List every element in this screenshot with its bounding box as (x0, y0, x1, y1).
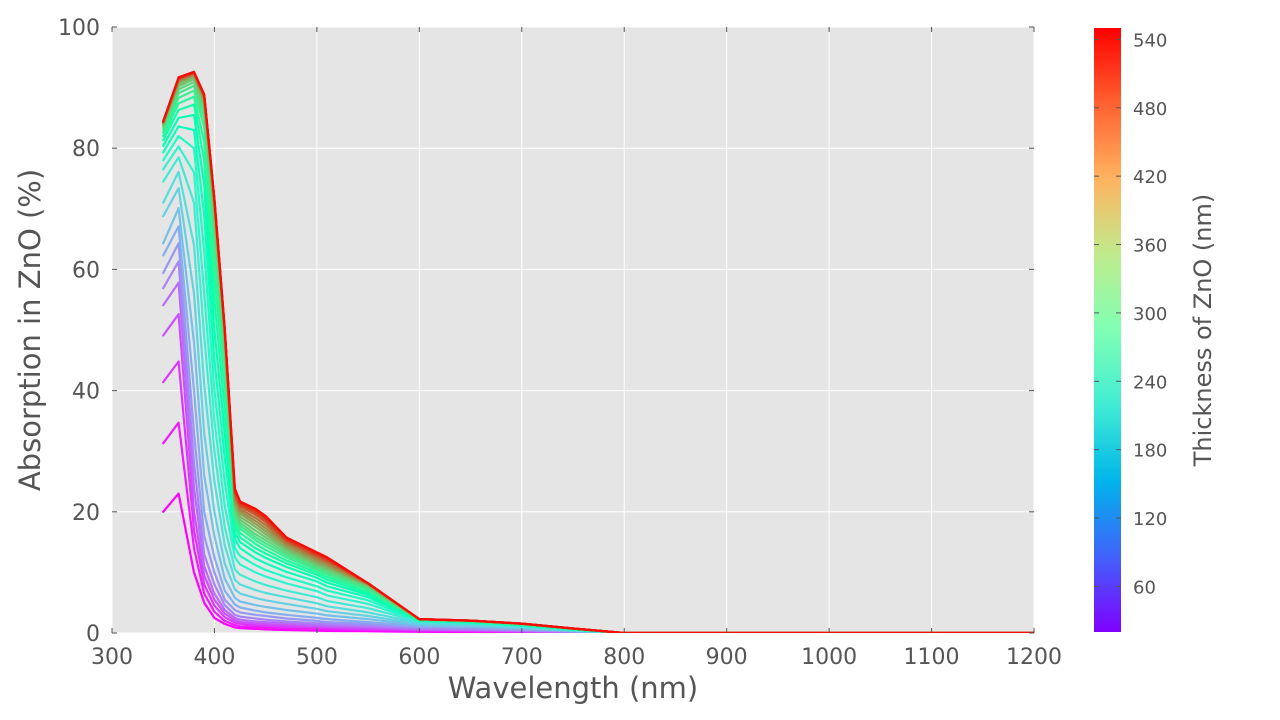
series-line (162, 125, 1034, 633)
y-tick-label: 40 (72, 380, 100, 405)
series-line (162, 70, 1034, 633)
y-tick-label: 0 (86, 622, 100, 647)
gridlines (111, 26, 1035, 634)
x-tick-label: 500 (296, 645, 338, 670)
x-tick-label: 300 (91, 645, 133, 670)
series-line (162, 145, 1034, 633)
series-line (162, 187, 1034, 633)
colorbar-tick-label: 60 (1133, 577, 1156, 598)
y-tick-labels: 0 20 40 60 80 100 (58, 16, 100, 647)
series-lines (162, 70, 1034, 633)
x-tick-label: 600 (398, 645, 440, 670)
series-line (162, 281, 1034, 633)
colorbar-ticks: 60 120 180 240 300 360 420 480 540 (1094, 30, 1167, 598)
x-tick-label: 1000 (801, 645, 857, 670)
series-line (162, 113, 1034, 633)
series-line (162, 207, 1034, 633)
y-axis-label: Absorption in ZnO (%) (13, 169, 47, 491)
series-line (162, 260, 1034, 633)
x-tick-label: 800 (603, 645, 645, 670)
axis-ticks (111, 26, 1035, 634)
x-tick-label: 700 (501, 645, 543, 670)
series-line (162, 89, 1034, 633)
colorbar-tick-label: 240 (1133, 372, 1167, 393)
y-tick-label: 20 (72, 501, 100, 526)
series-line (162, 95, 1034, 633)
colorbar-tick-label: 420 (1133, 167, 1167, 188)
series-line (162, 360, 1034, 633)
y-tick-label: 80 (72, 137, 100, 162)
x-tick-label: 400 (193, 645, 235, 670)
y-tick-label: 100 (58, 16, 100, 41)
x-axis-label: Wavelength (nm) (448, 671, 699, 705)
x-tick-label: 1100 (904, 645, 960, 670)
colorbar-tick-label: 540 (1133, 30, 1167, 51)
plot-area (112, 27, 1034, 633)
colorbar (1094, 28, 1121, 632)
y-tick-label: 60 (72, 258, 100, 283)
series-line (162, 170, 1034, 633)
x-tick-labels: 300 400 500 600 700 800 900 1000 1100 1200 (91, 645, 1062, 670)
series-line (162, 135, 1034, 633)
colorbar-tick-label: 180 (1133, 441, 1167, 462)
series-line (162, 156, 1034, 633)
colorbar-tick-label: 300 (1133, 304, 1167, 325)
x-tick-label: 900 (706, 645, 748, 670)
x-tick-label: 1200 (1006, 645, 1062, 670)
series-line (162, 242, 1034, 633)
series-line (162, 103, 1034, 633)
colorbar-tick-label: 360 (1133, 236, 1167, 257)
series-line (162, 313, 1034, 633)
colorbar-label: Thickness of ZnO (nm) (1189, 194, 1217, 468)
series-line (162, 225, 1034, 633)
colorbar-tick-label: 480 (1133, 99, 1167, 120)
colorbar-tick-label: 120 (1133, 509, 1167, 530)
